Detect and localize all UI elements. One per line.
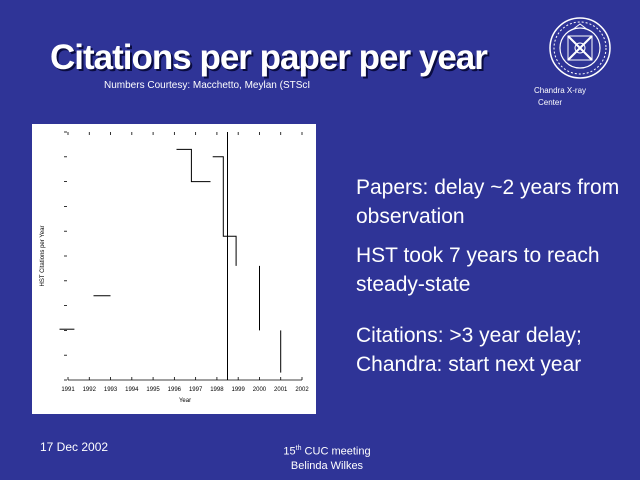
x-tick-label: 1995 (146, 387, 160, 393)
logo-caption-line1: Chandra X-ray (534, 86, 587, 95)
x-tick-label: 1994 (125, 387, 139, 393)
citations-chart-svg: 1991 1992 1993 1994 1995 1996 1997 1998 1999 2000… (40, 131, 309, 404)
x-tick-label: 1997 (189, 387, 203, 393)
x-tick-label: 1996 (168, 387, 182, 393)
x-tick-label: 2002 (295, 387, 309, 393)
footer-author: Belinda Wilkes (290, 459, 364, 472)
logo-caption-line2: Center (538, 98, 563, 107)
x-tick-label: 2001 (274, 387, 288, 393)
bullet-citations-delay: Citations: >3 year delay; Chandra: start… (356, 324, 582, 376)
chandra-logo-icon (549, 17, 611, 79)
x-tick-label: 2000 (253, 387, 267, 393)
x-tick-label: 1992 (83, 387, 97, 393)
x-tick-label: 1991 (61, 387, 75, 393)
x-tick-label: 1999 (232, 387, 246, 393)
citations-chart: 1991 1992 1993 1994 1995 1996 1997 1998 1999 2000… (32, 124, 316, 414)
slide-title: Citations per paper per year (50, 38, 488, 77)
bullet-hst-steady-state: HST took 7 years to reach steady-state (356, 244, 600, 296)
meeting-name: CUC meeting (301, 445, 371, 458)
footer-date: 17 Dec 2002 (40, 440, 109, 454)
meeting-number: 15 (283, 445, 296, 458)
y-axis-label: HST Citations per Year (40, 226, 46, 287)
x-axis-label: Year (179, 398, 191, 404)
bullet-list: Papers: delay ~2 years from observation … (356, 173, 636, 389)
meeting-suffix: th (295, 445, 302, 452)
footer-meeting: 15th CUC meeting Belinda Wilkes (272, 442, 382, 473)
series-line-3 (176, 148, 211, 183)
slide-subtitle: Numbers Courtesy: Macchetto, Meylan (STS… (104, 80, 311, 91)
x-tick-label: 1998 (210, 387, 224, 393)
logo-caption: Chandra X-ray Center (534, 85, 604, 109)
series-line-4 (212, 156, 237, 266)
bullet-papers-delay: Papers: delay ~2 years from observation (356, 176, 620, 228)
x-tick-label: 1993 (104, 387, 118, 393)
